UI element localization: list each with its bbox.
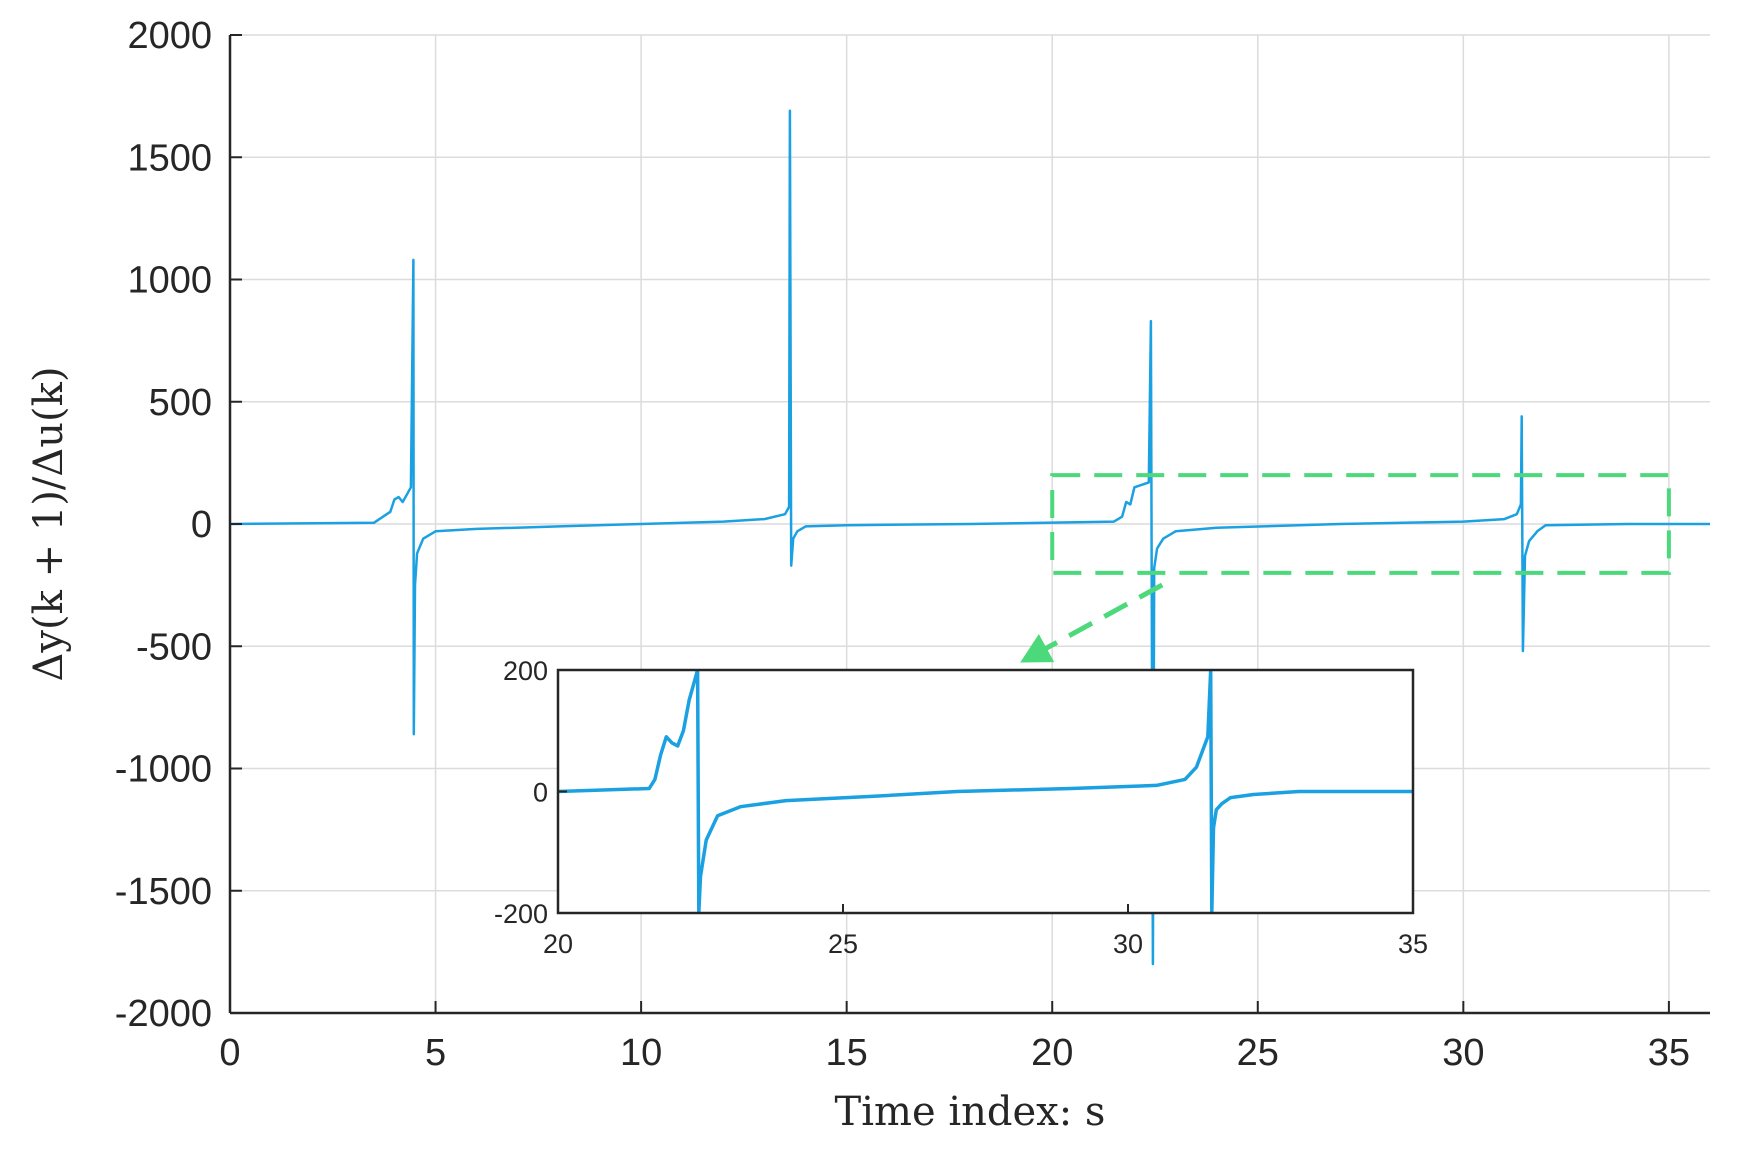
x-tick-label: 10 — [620, 1032, 662, 1074]
zoom-box — [1050, 473, 1671, 575]
y-tick-label: 0 — [191, 504, 212, 546]
x-axis-label: Time index: s — [835, 1089, 1106, 1135]
x-tick-label: 25 — [1237, 1032, 1279, 1074]
zoom-arrowhead-icon — [1020, 634, 1055, 663]
inset-x-tick-label: 30 — [1113, 929, 1143, 959]
y-tick-label: 1000 — [127, 260, 212, 302]
y-tick-label: -2000 — [115, 993, 212, 1035]
series-line — [230, 109, 1710, 966]
inset-y-tick-label: 0 — [533, 778, 548, 808]
inset-x-tick-label: 25 — [828, 929, 858, 959]
y-tick-label: -1500 — [115, 871, 212, 913]
x-tick-label: 35 — [1648, 1032, 1690, 1074]
main-series-group — [230, 109, 1710, 966]
inset-y-tick-label: -200 — [494, 899, 548, 929]
main-x-ticks: 0 5 10 15 20 25 30 35 — [219, 1001, 1690, 1074]
x-tick-label: 0 — [219, 1032, 240, 1074]
y-tick-label: 500 — [149, 382, 212, 424]
inset-axes: 20 25 30 35 -200 0 200 — [494, 656, 1428, 959]
zoom-arrow — [1041, 582, 1164, 653]
inset-x-tick-label: 20 — [543, 929, 573, 959]
y-axis-label: Δy(k + 1)/Δu(k) — [26, 367, 72, 682]
x-tick-label: 5 — [425, 1032, 446, 1074]
inset-y-ticks: -200 0 200 — [494, 656, 567, 929]
inset-y-tick-label: 200 — [503, 656, 548, 686]
main-y-ticks: -2000 -1500 -1000 -500 0 500 1000 1500 2000 — [115, 15, 242, 1035]
inset-x-tick-label: 35 — [1398, 929, 1428, 959]
x-tick-label: 20 — [1031, 1032, 1073, 1074]
y-tick-label: 2000 — [127, 15, 212, 57]
y-tick-label: -500 — [136, 626, 212, 668]
y-tick-label: 1500 — [127, 137, 212, 179]
x-tick-label: 15 — [826, 1032, 868, 1074]
inset-series-line — [558, 670, 1413, 913]
y-tick-label: -1000 — [115, 749, 212, 791]
inset-x-ticks: 20 25 30 35 — [543, 904, 1428, 959]
main-axes: 0 5 10 15 20 25 30 35 -2000-1500-1000-500050010… — [26, 15, 1710, 1135]
inset-series-group — [558, 670, 1413, 913]
x-tick-label: 30 — [1442, 1032, 1484, 1074]
